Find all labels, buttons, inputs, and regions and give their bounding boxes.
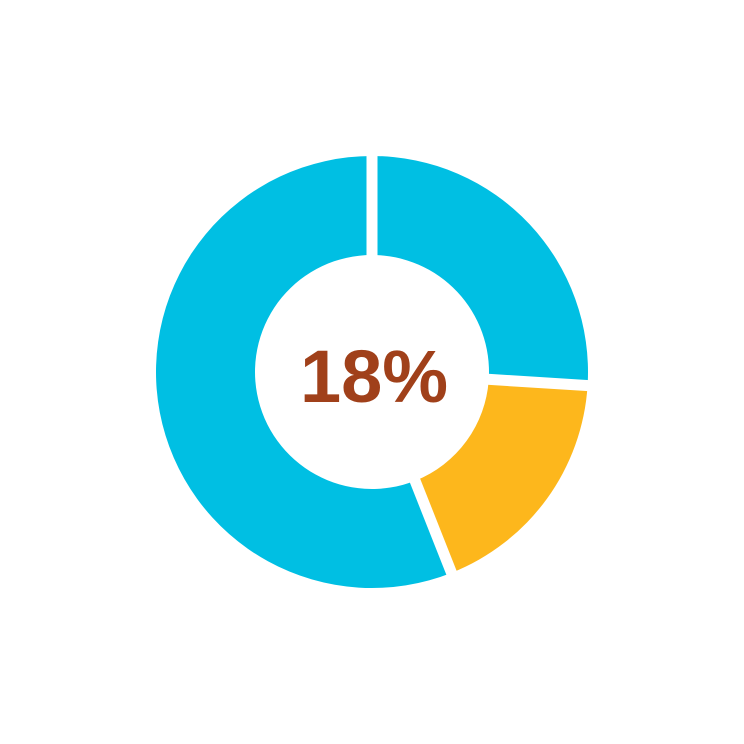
center-label: 18%: [300, 335, 448, 418]
donut-slice-1: [372, 156, 588, 386]
donut-slices: [156, 151, 593, 588]
slice-separator: [408, 474, 459, 580]
donut-slice-2: [415, 379, 588, 573]
slice-separator: [483, 373, 593, 392]
donut-slice-3: [156, 156, 452, 588]
